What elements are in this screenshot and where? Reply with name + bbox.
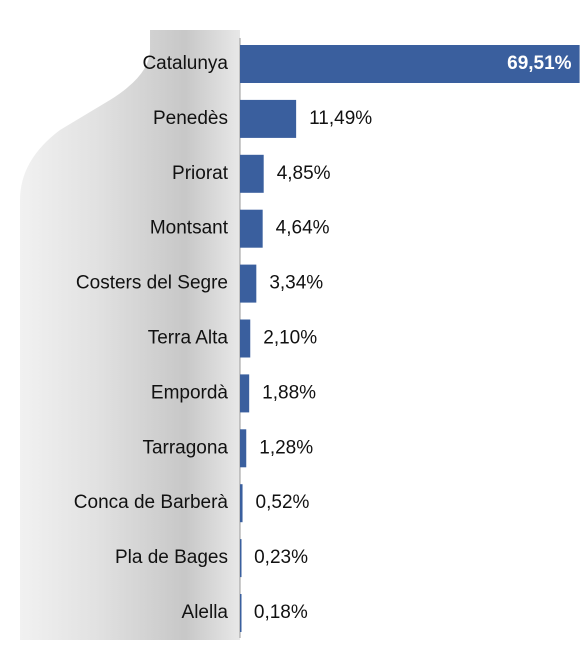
bar: [240, 484, 243, 522]
category-label: Penedès: [153, 108, 228, 129]
bar: [240, 100, 296, 138]
value-label: 69,51%: [507, 53, 572, 74]
category-label: Montsant: [150, 218, 229, 239]
value-label: 0,18%: [254, 602, 308, 623]
category-label: Catalunya: [142, 53, 228, 74]
bar: [240, 320, 250, 358]
bar: [240, 539, 242, 577]
value-label: 2,10%: [263, 328, 317, 349]
value-label: 11,49%: [309, 108, 372, 129]
category-label: Alella: [182, 602, 229, 623]
category-label: Costers del Segre: [76, 273, 228, 294]
category-label: Empordà: [151, 382, 229, 403]
bar: [240, 265, 256, 303]
bar: [240, 374, 249, 412]
category-label: Terra Alta: [148, 328, 229, 349]
category-label: Conca de Barberà: [74, 492, 229, 513]
value-label: 4,85%: [277, 163, 331, 184]
category-label: Priorat: [172, 163, 229, 184]
category-label: Tarragona: [142, 437, 228, 458]
chart: Catalunya 69,51% Penedès 11,49% Priorat 4,85%…: [0, 0, 584, 653]
value-label: 1,28%: [259, 437, 313, 458]
bar: [240, 429, 246, 467]
value-label: 3,34%: [269, 273, 323, 294]
value-label: 0,23%: [254, 547, 308, 568]
value-label: 0,52%: [256, 492, 310, 513]
value-label: 4,64%: [276, 218, 330, 239]
category-label: Pla de Bages: [115, 547, 228, 568]
bar: [240, 594, 242, 632]
value-label: 1,88%: [262, 382, 316, 403]
bar: [240, 155, 264, 193]
bar: [240, 210, 263, 248]
